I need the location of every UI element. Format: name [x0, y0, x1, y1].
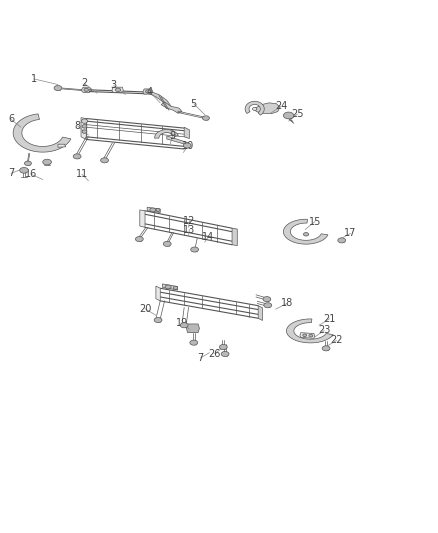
Text: 2: 2	[81, 78, 87, 88]
Ellipse shape	[303, 334, 307, 336]
Polygon shape	[283, 219, 328, 244]
Ellipse shape	[283, 112, 294, 119]
Text: 24: 24	[275, 101, 287, 111]
Polygon shape	[155, 130, 178, 138]
Ellipse shape	[304, 232, 309, 236]
Ellipse shape	[73, 154, 81, 159]
Ellipse shape	[338, 238, 346, 243]
Polygon shape	[147, 207, 160, 213]
Ellipse shape	[81, 119, 88, 123]
Polygon shape	[156, 286, 160, 301]
Ellipse shape	[54, 85, 62, 91]
Text: 11: 11	[76, 169, 88, 179]
Polygon shape	[58, 144, 66, 147]
Ellipse shape	[135, 237, 143, 241]
Ellipse shape	[219, 344, 227, 350]
Polygon shape	[81, 118, 86, 140]
Text: 7: 7	[8, 168, 14, 179]
Text: 20: 20	[139, 304, 151, 314]
Text: 16: 16	[25, 169, 37, 179]
Ellipse shape	[43, 159, 51, 165]
Text: 9: 9	[170, 131, 176, 141]
Text: 3: 3	[111, 80, 117, 91]
Ellipse shape	[82, 125, 87, 128]
Polygon shape	[143, 89, 153, 94]
Polygon shape	[13, 114, 71, 152]
Ellipse shape	[322, 346, 330, 351]
Ellipse shape	[82, 130, 87, 133]
Polygon shape	[162, 284, 178, 290]
Polygon shape	[140, 210, 145, 228]
Ellipse shape	[263, 296, 271, 302]
Ellipse shape	[101, 158, 109, 163]
Polygon shape	[184, 127, 189, 139]
Polygon shape	[149, 92, 171, 108]
Polygon shape	[232, 228, 237, 246]
Polygon shape	[186, 324, 199, 333]
Ellipse shape	[84, 88, 88, 91]
Ellipse shape	[150, 208, 156, 212]
Ellipse shape	[221, 351, 229, 357]
Text: 13: 13	[183, 224, 195, 235]
Text: 7: 7	[198, 353, 204, 363]
Polygon shape	[81, 87, 92, 92]
Ellipse shape	[190, 340, 198, 345]
Polygon shape	[167, 136, 189, 146]
Ellipse shape	[116, 88, 120, 92]
Polygon shape	[258, 305, 262, 320]
Text: 25: 25	[291, 109, 304, 119]
Text: 10: 10	[182, 141, 194, 150]
Ellipse shape	[163, 241, 171, 246]
Polygon shape	[245, 101, 264, 115]
Ellipse shape	[180, 322, 188, 328]
Ellipse shape	[202, 116, 209, 120]
Text: 19: 19	[176, 318, 188, 328]
Polygon shape	[161, 102, 182, 114]
Text: 14: 14	[202, 232, 214, 242]
Ellipse shape	[165, 285, 171, 289]
Polygon shape	[254, 103, 280, 114]
Polygon shape	[112, 87, 123, 92]
Ellipse shape	[191, 247, 198, 252]
Polygon shape	[286, 319, 333, 343]
Polygon shape	[300, 333, 315, 338]
Ellipse shape	[20, 167, 28, 173]
Ellipse shape	[173, 286, 178, 289]
Text: 1: 1	[31, 74, 37, 84]
Text: 6: 6	[8, 115, 14, 124]
Text: 15: 15	[308, 217, 321, 227]
Text: 8: 8	[74, 121, 81, 131]
Text: 26: 26	[208, 349, 221, 359]
Text: 18: 18	[281, 298, 293, 309]
Text: 4: 4	[146, 86, 152, 96]
Ellipse shape	[253, 108, 257, 110]
Ellipse shape	[25, 161, 32, 166]
Ellipse shape	[146, 90, 150, 93]
Ellipse shape	[309, 334, 313, 337]
Text: 23: 23	[318, 326, 331, 335]
Ellipse shape	[184, 143, 191, 148]
Text: 17: 17	[344, 229, 357, 238]
Text: 21: 21	[323, 314, 336, 324]
Ellipse shape	[264, 303, 272, 308]
Text: 12: 12	[183, 216, 196, 226]
Ellipse shape	[154, 318, 162, 322]
Text: 5: 5	[191, 99, 197, 109]
Text: 22: 22	[330, 335, 343, 345]
Ellipse shape	[156, 208, 160, 212]
